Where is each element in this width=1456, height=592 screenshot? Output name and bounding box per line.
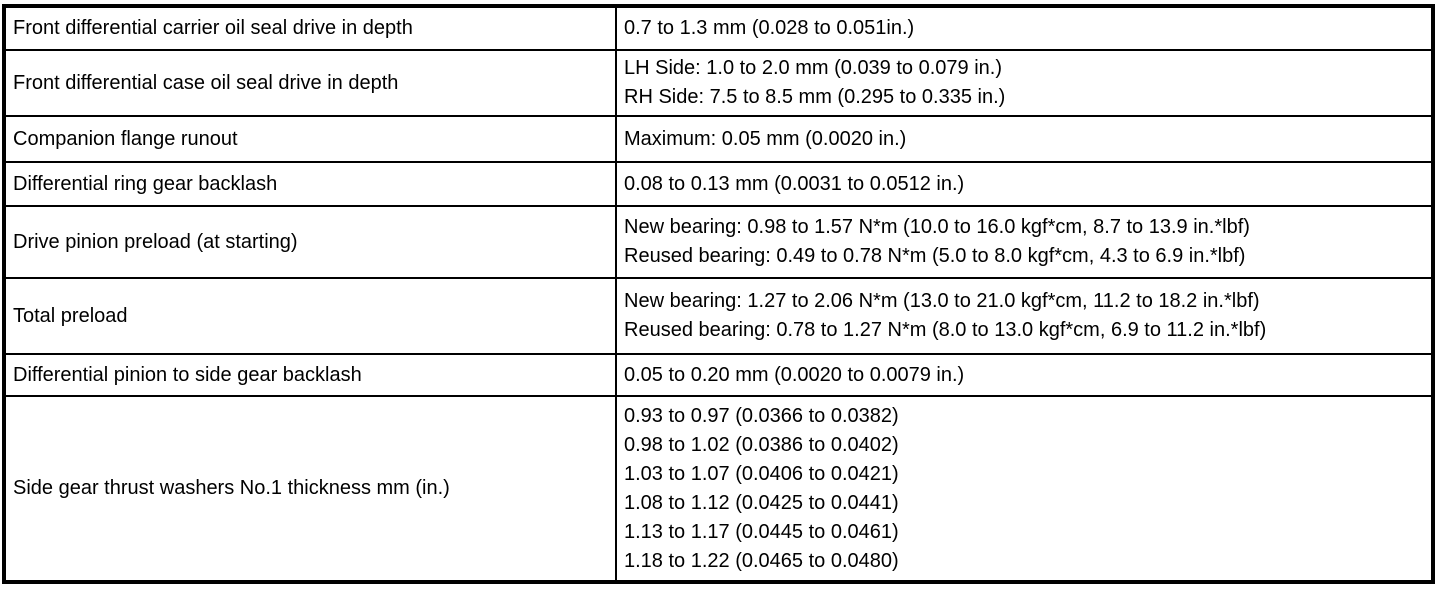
spec-label-cell: Differential pinion to side gear backlas… (3, 353, 617, 397)
value-line: 1.03 to 1.07 (0.0406 to 0.0421) (624, 462, 899, 485)
table-row: Side gear thrust washers No.1 thickness … (3, 395, 1434, 583)
spec-label-cell: Front differential carrier oil seal driv… (3, 5, 617, 51)
value-line: New bearing: 1.27 to 2.06 N*m (13.0 to 2… (624, 290, 1260, 312)
spec-label-cell: Differential ring gear backlash (3, 161, 617, 207)
spec-label: Differential ring gear backlash (13, 172, 278, 195)
value-line: Reused bearing: 0.49 to 0.78 N*m (5.0 to… (624, 245, 1246, 267)
spec-label-cell: Total preload (3, 277, 617, 355)
value-line: 0.93 to 0.97 (0.0366 to 0.0382) (624, 404, 899, 427)
table-row: Drive pinion preload (at starting) New b… (3, 205, 1434, 279)
table-row: Differential pinion to side gear backlas… (3, 353, 1434, 397)
value-line: 0.98 to 1.02 (0.0386 to 0.0402) (624, 433, 899, 456)
spec-label: Differential pinion to side gear backlas… (13, 363, 362, 386)
spec-label-cell: Drive pinion preload (at starting) (3, 205, 617, 279)
specifications-table: Front differential carrier oil seal driv… (2, 4, 1435, 584)
spec-value-cell: New bearing: 1.27 to 2.06 N*m (13.0 to 2… (615, 277, 1434, 355)
spec-label-cell: Front differential case oil seal drive i… (3, 49, 617, 117)
spec-value-cell: 0.93 to 0.97 (0.0366 to 0.0382) 0.98 to … (615, 395, 1434, 583)
value-line: Maximum: 0.05 mm (0.0020 in.) (624, 127, 907, 150)
spec-value-cell: New bearing: 0.98 to 1.57 N*m (10.0 to 1… (615, 205, 1434, 279)
spec-label: Side gear thrust washers No.1 thickness … (13, 477, 450, 499)
spec-label: Front differential carrier oil seal driv… (13, 17, 413, 39)
value-line: 1.18 to 1.22 (0.0465 to 0.0480) (624, 549, 899, 572)
table-row: Companion flange runout Maximum: 0.05 mm… (3, 115, 1434, 163)
value-line: 0.7 to 1.3 mm (0.028 to 0.051in.) (624, 17, 915, 39)
spec-label: Front differential case oil seal drive i… (13, 71, 399, 94)
spec-value-cell: LH Side: 1.0 to 2.0 mm (0.039 to 0.079 i… (615, 49, 1434, 117)
value-line: 1.08 to 1.12 (0.0425 to 0.0441) (624, 491, 899, 514)
spec-label-cell: Companion flange runout (3, 115, 617, 163)
table-row: Total preload New bearing: 1.27 to 2.06 … (3, 277, 1434, 355)
value-line: 0.05 to 0.20 mm (0.0020 to 0.0079 in.) (624, 363, 965, 386)
table-row: Front differential case oil seal drive i… (3, 49, 1434, 117)
table-row: Front differential carrier oil seal driv… (3, 5, 1434, 51)
spec-value-cell: 0.08 to 0.13 mm (0.0031 to 0.0512 in.) (615, 161, 1434, 207)
value-line: New bearing: 0.98 to 1.57 N*m (10.0 to 1… (624, 216, 1250, 238)
spec-value-cell: 0.7 to 1.3 mm (0.028 to 0.051in.) (615, 5, 1434, 51)
spec-label: Drive pinion preload (at starting) (13, 230, 298, 253)
spec-value-cell: 0.05 to 0.20 mm (0.0020 to 0.0079 in.) (615, 353, 1434, 397)
value-line: 1.13 to 1.17 (0.0445 to 0.0461) (624, 520, 899, 543)
spec-label-cell: Side gear thrust washers No.1 thickness … (3, 395, 617, 583)
spec-label: Companion flange runout (13, 127, 238, 150)
spec-label: Total preload (13, 304, 128, 327)
value-line: RH Side: 7.5 to 8.5 mm (0.295 to 0.335 i… (624, 86, 1006, 108)
table-row: Differential ring gear backlash 0.08 to … (3, 161, 1434, 207)
value-line: 0.08 to 0.13 mm (0.0031 to 0.0512 in.) (624, 172, 965, 195)
value-line: LH Side: 1.0 to 2.0 mm (0.039 to 0.079 i… (624, 57, 1002, 79)
spec-value-cell: Maximum: 0.05 mm (0.0020 in.) (615, 115, 1434, 163)
value-line: Reused bearing: 0.78 to 1.27 N*m (8.0 to… (624, 319, 1267, 341)
